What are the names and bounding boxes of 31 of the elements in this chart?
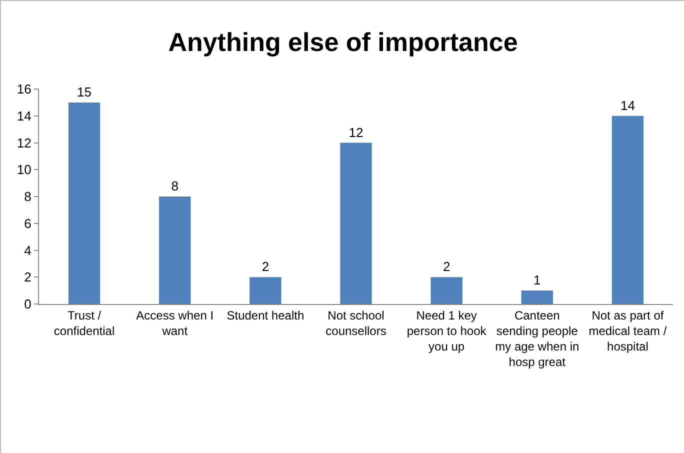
bar	[430, 277, 462, 304]
data-label: 12	[348, 124, 364, 140]
y-tick-label: 16	[16, 82, 32, 97]
bar	[68, 102, 100, 304]
x-tick-label: Not school counsellors	[326, 308, 386, 338]
bar	[340, 142, 372, 304]
data-label: 15	[77, 84, 92, 100]
y-tick-label: 6	[24, 216, 32, 231]
y-tick-label: 12	[16, 135, 32, 150]
x-tick-label: Student health	[226, 308, 304, 322]
y-tick-label: 4	[24, 242, 32, 258]
data-label: 2	[442, 259, 450, 274]
x-tick-label: Access when I want	[136, 308, 214, 338]
data-label: 8	[171, 178, 178, 194]
bar	[250, 277, 282, 304]
y-tick-label: 10	[16, 162, 32, 178]
data-label: 14	[620, 98, 635, 113]
x-tick-label: Need 1 key person to hook you up	[406, 308, 488, 354]
y-tick-label: 0	[24, 296, 32, 312]
y-tick-label: 8	[24, 189, 32, 204]
bar	[159, 196, 191, 304]
data-label: 1	[534, 272, 541, 288]
y-tick-label: 2	[24, 270, 32, 285]
bar	[612, 116, 644, 304]
bar	[521, 290, 553, 304]
chart-title: Anything else of importance	[168, 26, 518, 57]
x-tick-label: Not as part of medical team / hospital	[588, 308, 668, 354]
y-tick-label: 14	[16, 108, 32, 124]
x-tick-label: Canteen sending people my age when in hosp great	[495, 308, 580, 370]
x-tick-label: Trust / confidential	[54, 308, 115, 338]
data-label: 2	[262, 259, 270, 274]
